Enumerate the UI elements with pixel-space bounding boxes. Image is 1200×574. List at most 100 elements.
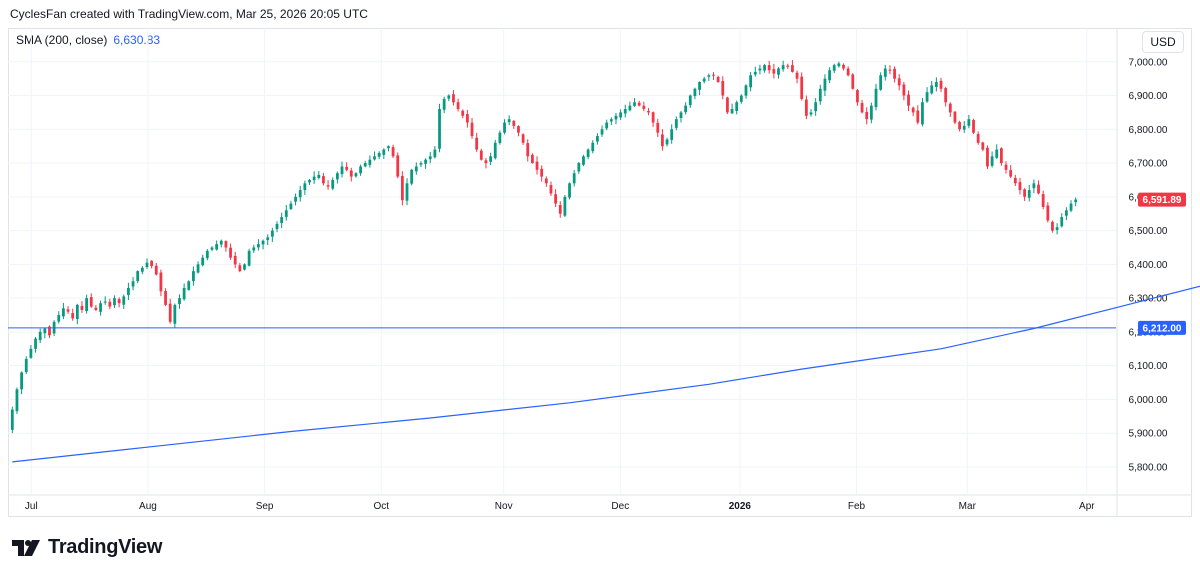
candle-body: [549, 185, 553, 194]
candle-body: [865, 112, 869, 120]
last-price-badge: [1138, 192, 1186, 207]
candle-body: [187, 281, 191, 290]
candle-body: [972, 120, 975, 133]
candle-body: [828, 70, 831, 81]
candle-body: [424, 159, 427, 164]
candle-body: [791, 65, 794, 72]
candle-body: [512, 120, 516, 126]
candle-body: [572, 173, 576, 184]
candle-body: [563, 196, 567, 216]
x-tick-label: 2026: [729, 501, 752, 512]
candle-body: [869, 105, 873, 120]
candle-body: [400, 176, 404, 201]
x-tick-label: Sep: [256, 501, 274, 512]
candle-body: [842, 64, 845, 69]
candle-body: [303, 183, 307, 191]
candle-body: [405, 183, 409, 201]
candle-body: [196, 264, 200, 273]
currency-button[interactable]: USD: [1142, 31, 1184, 53]
candle-body: [907, 94, 910, 106]
candle-body: [452, 94, 455, 103]
candle-body: [247, 250, 251, 266]
candle-body: [735, 102, 739, 111]
candle-body: [930, 85, 934, 94]
candle-body: [66, 309, 70, 312]
candle-body: [1009, 170, 1013, 177]
candle-body: [990, 156, 994, 166]
candle-body: [229, 247, 232, 258]
candle-body: [447, 95, 451, 99]
candle-body: [934, 82, 938, 87]
candle-body: [730, 109, 734, 114]
y-tick-label: 6,700.00: [1129, 159, 1168, 170]
candle-body: [43, 328, 47, 334]
candle-body: [939, 80, 943, 89]
indicator-label: SMA (200, close): [16, 33, 108, 47]
candle-body: [795, 72, 799, 79]
y-tick-label: 7,000.00: [1129, 57, 1168, 68]
candle-body: [911, 107, 915, 113]
candle-body: [647, 110, 650, 113]
candle-body: [266, 237, 270, 241]
candle-body: [345, 166, 349, 170]
candle-body: [633, 102, 636, 106]
candle-body: [851, 74, 855, 89]
candle-body: [1041, 194, 1045, 207]
candle-body: [1060, 217, 1064, 227]
candle-body: [698, 82, 701, 90]
candle-body: [289, 203, 293, 210]
candle-body: [1004, 164, 1008, 170]
x-tick-label: Jul: [25, 501, 38, 512]
candle-body: [224, 241, 228, 248]
candle-body: [10, 409, 14, 430]
candle-body: [368, 159, 372, 165]
candle-body: [331, 179, 335, 189]
candle-body: [29, 348, 33, 358]
candle-body: [71, 313, 75, 319]
candle-body: [544, 178, 548, 184]
brand-logo: TradingView: [12, 536, 162, 559]
candle-body: [753, 71, 757, 75]
candle-body: [661, 134, 664, 147]
y-tick-label: 5,800.00: [1129, 462, 1168, 473]
x-tick-label: Feb: [848, 501, 866, 512]
candle-body: [517, 126, 520, 133]
candle-body: [438, 109, 441, 149]
candle-body: [340, 166, 344, 174]
x-tick-label: Dec: [611, 501, 629, 512]
candle-body: [75, 304, 79, 320]
candle-body: [995, 149, 999, 158]
candle-body: [159, 272, 163, 292]
candle-body: [270, 230, 274, 237]
hline-price-badge: [1138, 320, 1186, 335]
candle-body: [651, 112, 655, 123]
candle-body: [726, 97, 729, 113]
candle-body: [670, 129, 674, 140]
candle-body: [609, 119, 613, 122]
candle-body: [888, 69, 892, 71]
candle-body: [34, 338, 37, 349]
candle-body: [503, 122, 506, 133]
candle-body: [814, 102, 818, 112]
candle-body: [89, 297, 93, 307]
candle-body: [484, 160, 488, 164]
candle-body: [874, 88, 878, 108]
y-tick-label: 6,100.00: [1129, 361, 1168, 372]
candle-body: [558, 205, 562, 214]
candle-body: [182, 288, 186, 300]
candle-body: [257, 244, 260, 248]
candle-body: [684, 105, 688, 113]
candle-body: [359, 166, 362, 174]
candle-body: [252, 247, 256, 251]
candle-body: [349, 170, 353, 177]
sma-line: [12, 285, 1200, 463]
candle-body: [433, 149, 437, 158]
candle-body: [605, 122, 609, 129]
candle-body: [24, 358, 28, 373]
candle-body: [744, 85, 748, 96]
candle-body: [716, 76, 720, 83]
candle-body: [628, 105, 632, 111]
candle-body: [656, 122, 660, 133]
candle-body: [205, 250, 209, 259]
